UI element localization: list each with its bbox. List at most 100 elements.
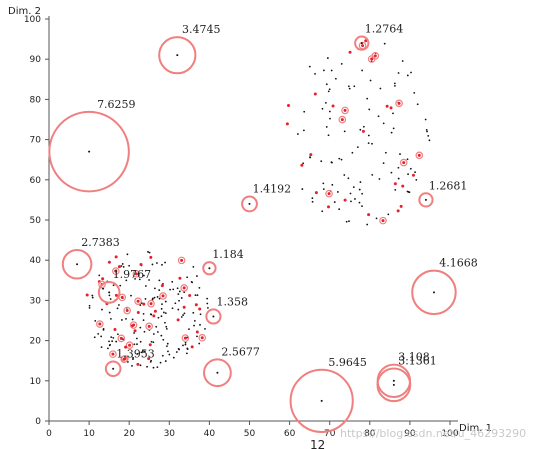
data-point bbox=[161, 354, 164, 357]
data-point bbox=[178, 348, 181, 351]
data-point bbox=[311, 200, 314, 203]
data-point bbox=[139, 326, 142, 329]
data-point bbox=[382, 162, 385, 165]
data-point bbox=[196, 275, 198, 277]
data-point bbox=[198, 342, 201, 345]
marked-point bbox=[348, 50, 352, 54]
cluster-center-point bbox=[248, 202, 251, 205]
marked-point bbox=[132, 323, 136, 327]
data-point bbox=[133, 332, 136, 334]
data-point bbox=[426, 130, 428, 133]
small-cluster-ring bbox=[198, 333, 207, 342]
data-point bbox=[331, 183, 334, 186]
data-point bbox=[415, 178, 418, 181]
cluster-radius-label: 1.9767 bbox=[113, 268, 152, 281]
data-point bbox=[174, 302, 177, 305]
data-point bbox=[347, 177, 350, 180]
marked-point bbox=[385, 104, 389, 108]
data-point bbox=[168, 353, 171, 356]
data-point bbox=[408, 191, 411, 194]
x-tick-label: 30 bbox=[164, 429, 176, 439]
data-point bbox=[88, 307, 91, 309]
data-point bbox=[321, 107, 324, 110]
data-point bbox=[371, 142, 373, 145]
data-point bbox=[101, 308, 103, 311]
x-tick-label: 70 bbox=[324, 429, 336, 439]
small-cluster-ring bbox=[399, 158, 408, 167]
y-tick-label: 10 bbox=[30, 377, 42, 387]
small-cluster-ring bbox=[109, 350, 117, 358]
cluster-radius-label: 2.7383 bbox=[81, 236, 120, 249]
cluster-center-point bbox=[432, 291, 435, 294]
data-point bbox=[138, 278, 141, 281]
data-point bbox=[93, 336, 96, 339]
data-point bbox=[345, 220, 348, 223]
data-point bbox=[151, 263, 154, 266]
data-point bbox=[406, 74, 409, 77]
data-point bbox=[164, 312, 167, 314]
data-point bbox=[352, 186, 355, 189]
x-tick-label: 40 bbox=[204, 429, 216, 439]
data-point bbox=[392, 112, 394, 115]
data-point bbox=[126, 253, 129, 256]
data-point bbox=[383, 42, 386, 45]
marked-point bbox=[101, 277, 105, 281]
marked-point bbox=[194, 303, 198, 307]
data-point bbox=[100, 346, 103, 349]
data-point bbox=[149, 313, 152, 316]
data-point bbox=[166, 345, 168, 348]
small-cluster-ring bbox=[379, 216, 387, 225]
data-point bbox=[196, 294, 199, 297]
x-axis-label: Dim. 1 bbox=[459, 423, 492, 434]
cluster-center-point bbox=[392, 383, 395, 386]
marked-point bbox=[147, 324, 151, 328]
data-point bbox=[191, 281, 194, 284]
data-point bbox=[136, 337, 138, 340]
data-point bbox=[199, 313, 202, 316]
data-point bbox=[184, 341, 187, 344]
marked-point bbox=[389, 106, 393, 110]
cluster-circle bbox=[104, 360, 122, 378]
marked-point bbox=[393, 182, 397, 186]
data-point bbox=[331, 161, 333, 164]
cluster-radius-label: 1.358 bbox=[216, 295, 248, 308]
marked-point bbox=[309, 153, 313, 157]
data-point bbox=[164, 321, 166, 324]
marked-point bbox=[397, 101, 401, 105]
small-cluster-ring bbox=[341, 106, 349, 115]
cluster-circle bbox=[61, 248, 93, 280]
data-point bbox=[169, 288, 172, 291]
data-point bbox=[397, 72, 400, 74]
data-point bbox=[296, 133, 299, 135]
x-tick-label: 60 bbox=[284, 429, 296, 439]
marked-point bbox=[147, 357, 151, 361]
data-point bbox=[177, 308, 180, 311]
data-point bbox=[354, 198, 356, 200]
marked-point bbox=[114, 293, 118, 297]
data-point bbox=[139, 364, 142, 367]
data-point bbox=[343, 130, 346, 133]
data-point bbox=[143, 330, 146, 333]
marked-point bbox=[124, 345, 128, 349]
data-point bbox=[88, 304, 91, 307]
data-point bbox=[108, 311, 111, 314]
data-point bbox=[302, 162, 305, 165]
cluster-radius-label: 5.9645 bbox=[328, 356, 367, 369]
data-point bbox=[309, 156, 312, 159]
marked-point bbox=[401, 184, 405, 188]
small-cluster-ring bbox=[367, 55, 376, 63]
data-point bbox=[323, 69, 325, 72]
data-point bbox=[406, 158, 409, 161]
data-point bbox=[311, 197, 314, 200]
data-point bbox=[329, 117, 331, 120]
data-point bbox=[301, 188, 304, 190]
data-point bbox=[334, 77, 337, 80]
data-point bbox=[178, 299, 180, 302]
data-point bbox=[133, 343, 136, 346]
data-point bbox=[180, 297, 183, 299]
data-point bbox=[125, 279, 128, 282]
marked-point bbox=[182, 286, 186, 290]
data-point bbox=[136, 353, 139, 355]
point-clouds bbox=[85, 39, 431, 369]
data-point bbox=[359, 181, 362, 183]
